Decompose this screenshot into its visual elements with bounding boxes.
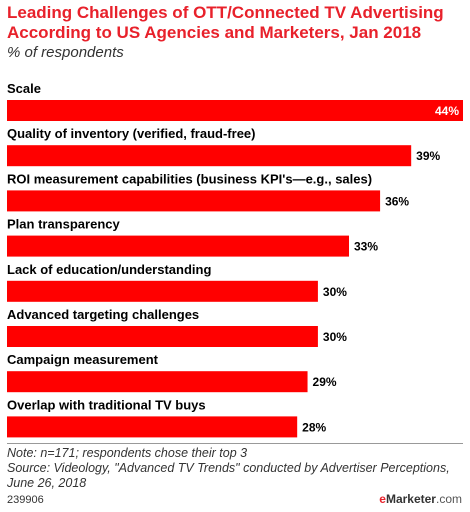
chart-title: Leading Challenges of OTT/Connected TV A… [7, 3, 444, 42]
source-text: Source: Videology, "Advanced TV Trends" … [7, 461, 450, 490]
note-text: Note: n=171; respondents chose their top… [7, 446, 248, 460]
chart-id: 239906 [7, 494, 44, 506]
category-label: Overlap with traditional TV buys [7, 397, 206, 412]
brand-e: e [379, 492, 386, 506]
value-label: 30% [323, 330, 347, 344]
emarketer-logo[interactable]: eMarketer.com [379, 492, 462, 506]
category-label: Quality of inventory (verified, fraud-fr… [7, 126, 256, 141]
bar[interactable] [7, 371, 308, 393]
category-label: Scale [7, 81, 41, 96]
value-label: 36% [385, 194, 409, 208]
value-label: 33% [354, 240, 378, 254]
footer-notes: Note: n=171; respondents chose their top… [7, 446, 463, 491]
category-label: Campaign measurement [7, 352, 159, 367]
bar[interactable] [7, 235, 349, 257]
chart-subtitle: % of respondents [7, 44, 124, 61]
category-label: Plan transparency [7, 217, 120, 232]
value-label: 39% [416, 149, 440, 163]
category-label: Advanced targeting challenges [7, 307, 199, 322]
category-label: Lack of education/understanding [7, 262, 211, 277]
value-label: 44% [435, 104, 459, 118]
bar[interactable] [7, 326, 318, 347]
value-label: 29% [313, 375, 337, 389]
bar-chart: Scale 44% Quality of inventory (verified, … [7, 81, 463, 438]
bar[interactable] [7, 190, 381, 212]
footer-divider [7, 443, 463, 444]
bar[interactable] [7, 280, 318, 302]
brand-domain: .com [435, 492, 462, 506]
bar[interactable] [7, 100, 463, 121]
category-label: ROI measurement capabilities (business K… [7, 171, 372, 186]
bar[interactable] [7, 145, 412, 167]
brand-name: Marketer [385, 492, 436, 506]
value-label: 30% [323, 285, 347, 299]
value-label: 28% [302, 420, 326, 434]
bar[interactable] [7, 416, 298, 438]
